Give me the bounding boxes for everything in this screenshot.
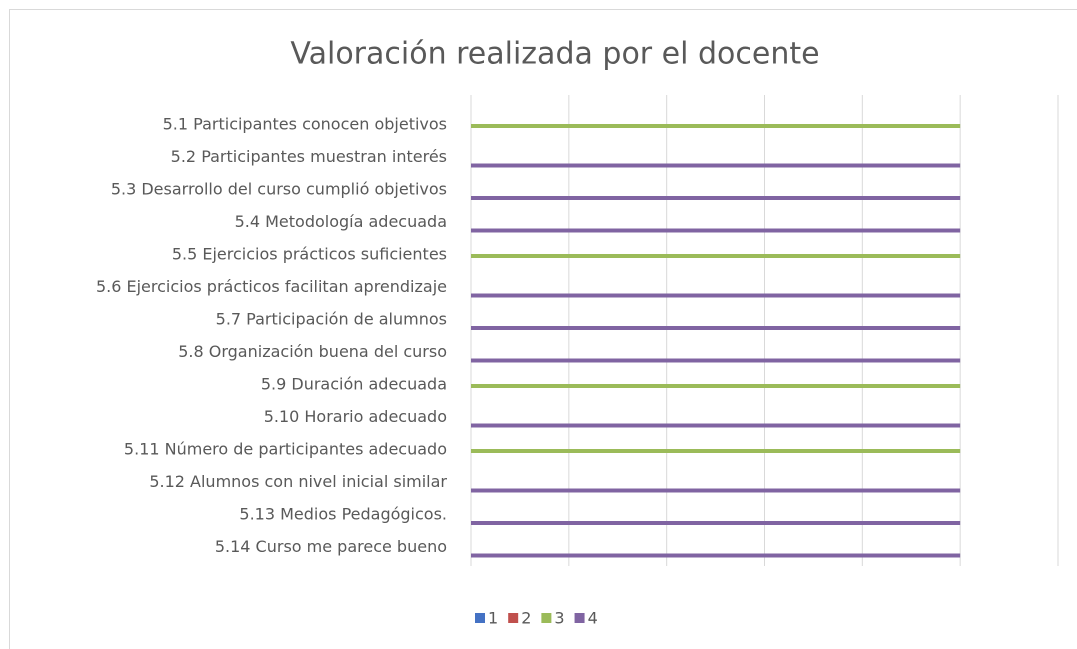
legend-swatch	[508, 613, 519, 623]
y-tick-label: 5.3 Desarrollo del curso cumplió objetiv…	[111, 180, 447, 199]
legend-label: 1	[488, 609, 498, 628]
legend-swatch	[541, 613, 552, 623]
legend-label: 3	[554, 609, 564, 628]
y-tick-label: 5.11 Número de participantes adecuado	[124, 440, 447, 459]
y-tick-label: 5.12 Alumnos con nivel inicial similar	[149, 472, 447, 491]
y-tick-label: 5.10 Horario adecuado	[264, 407, 447, 426]
bar	[471, 254, 961, 258]
legend-label: 2	[521, 609, 531, 628]
legend-swatch	[574, 613, 585, 623]
bar	[471, 196, 961, 200]
bar	[471, 293, 961, 298]
y-tick-label: 5.6 Ejercicios prácticos facilitan apren…	[96, 277, 447, 296]
bar	[471, 384, 961, 388]
chart-border	[9, 9, 1077, 649]
y-tick-label: 5.9 Duración adecuada	[261, 375, 447, 394]
y-tick-label: 5.1 Participantes conocen objetivos	[163, 115, 447, 134]
bar	[471, 163, 961, 168]
bar	[471, 553, 961, 558]
bar	[471, 326, 961, 330]
chart-title: Valoración realizada por el docente	[290, 37, 819, 72]
legend-swatch	[475, 613, 485, 623]
y-tick-label: 5.2 Participantes muestran interés	[171, 147, 447, 166]
y-tick-label: 5.7 Participación de alumnos	[216, 310, 447, 329]
bar	[471, 423, 961, 428]
y-tick-label: 5.5 Ejercicios prácticos suficientes	[172, 245, 447, 264]
legend-label: 4	[588, 609, 598, 628]
bar	[471, 124, 961, 128]
bar	[471, 449, 961, 453]
bar	[471, 488, 961, 493]
bar	[471, 358, 961, 363]
bar	[471, 521, 961, 525]
y-tick-label: 5.8 Organización buena del curso	[178, 342, 447, 361]
y-tick-label: 5.13 Medios Pedagógicos.	[239, 505, 447, 524]
bar	[471, 228, 961, 233]
y-tick-label: 5.4 Metodología adecuada	[235, 212, 447, 231]
y-tick-label: 5.14 Curso me parece bueno	[215, 537, 447, 556]
